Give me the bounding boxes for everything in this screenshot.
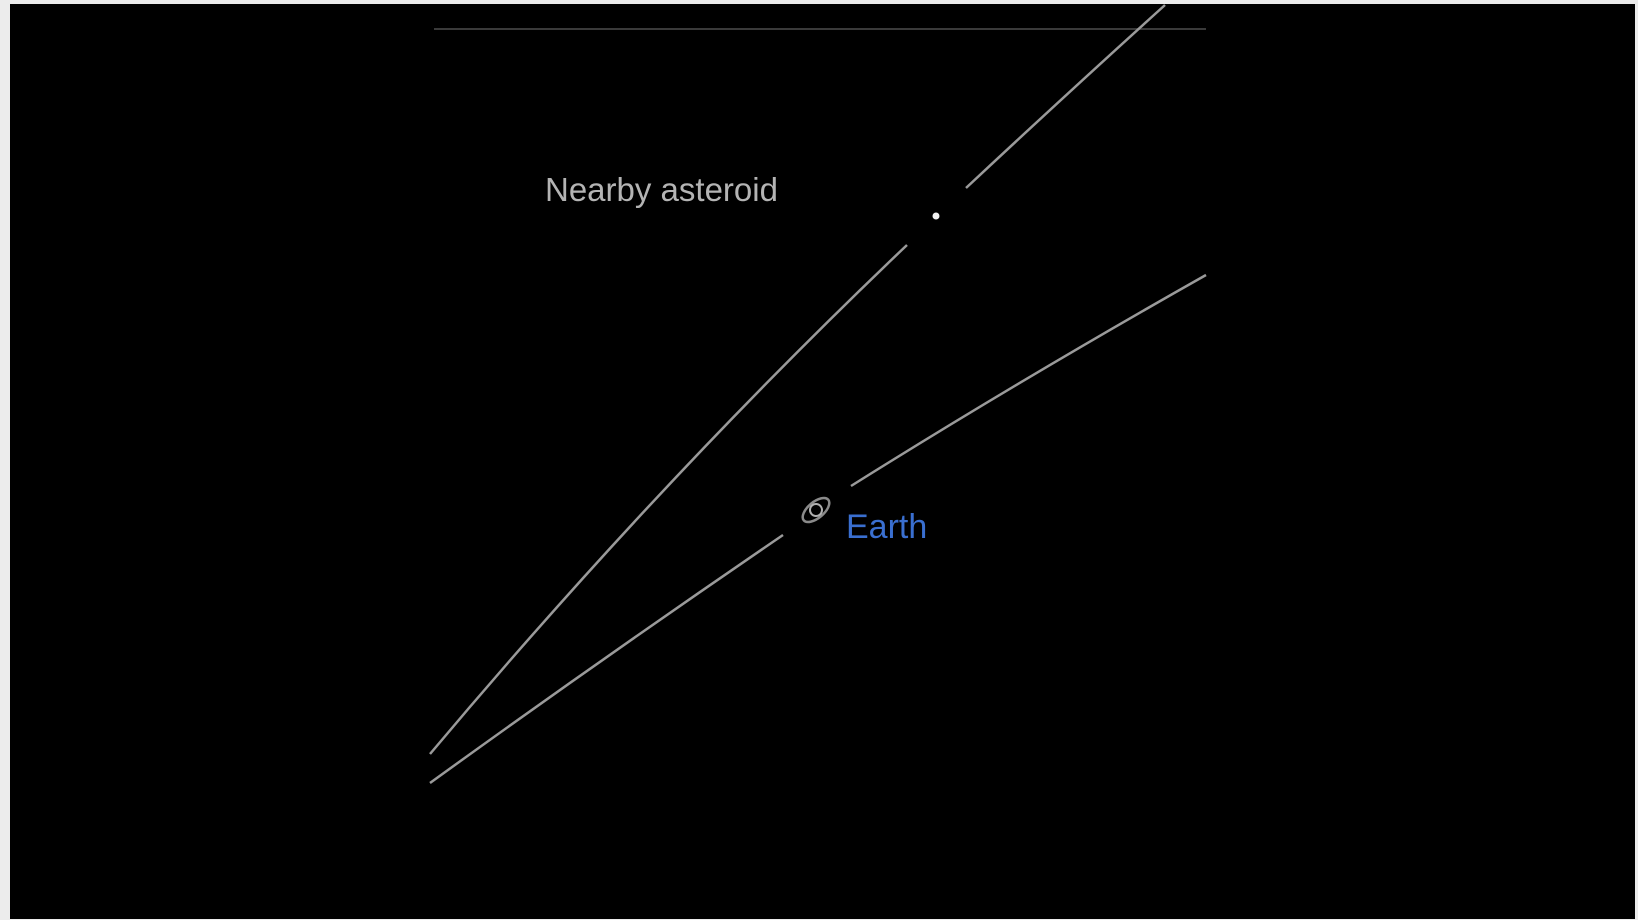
- asteroid-orbit: [965, 4, 1166, 189]
- earth-orbit: [429, 533, 784, 785]
- asteroid-orbit: [429, 244, 908, 755]
- asteroid: [932, 212, 940, 220]
- earth-label: Earth: [846, 508, 927, 546]
- space-background: [10, 4, 1635, 919]
- earth-icon: [801, 496, 831, 524]
- asteroid-label: Nearby asteroid: [545, 171, 778, 208]
- earth-orbit: [850, 273, 1207, 488]
